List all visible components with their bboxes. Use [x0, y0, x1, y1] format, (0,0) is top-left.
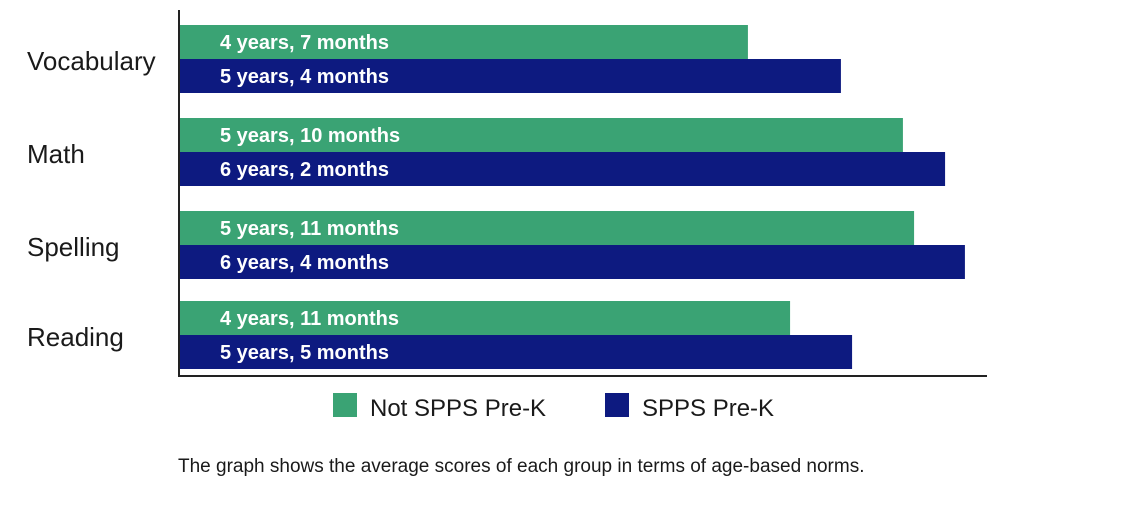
category-label-vocabulary: Vocabulary — [27, 46, 156, 76]
legend-label-spps-pre-k: SPPS Pre-K — [642, 395, 774, 422]
bar-spelling-not-spps-pre-k — [180, 211, 915, 245]
chart-caption: The graph shows the average scores of ea… — [178, 456, 865, 477]
data-label-vocabulary-spps-pre-k: 5 years, 4 months — [220, 66, 389, 88]
bar-spelling-spps-pre-k — [180, 245, 965, 279]
legend-label-not-spps-pre-k: Not SPPS Pre-K — [370, 395, 546, 422]
category-label-math: Math — [27, 139, 85, 169]
bar-vocabulary-spps-pre-k — [180, 59, 841, 93]
category-label-reading: Reading — [27, 322, 124, 352]
legend-swatch-not-spps-pre-k — [333, 393, 357, 417]
bar-math-spps-pre-k — [180, 152, 946, 186]
category-label-spelling: Spelling — [27, 232, 120, 262]
data-label-math-not-spps-pre-k: 5 years, 10 months — [220, 125, 400, 147]
category-labels: Vocabulary Math Spelling Reading — [27, 46, 156, 352]
bars-layer: 4 years, 7 months 5 years, 4 months 5 year… — [180, 25, 965, 369]
bar-vocabulary-not-spps-pre-k — [180, 25, 748, 59]
data-label-math-spps-pre-k: 6 years, 2 months — [220, 159, 389, 181]
data-label-spelling-spps-pre-k: 6 years, 4 months — [220, 252, 389, 274]
data-label-reading-spps-pre-k: 5 years, 5 months — [220, 342, 389, 364]
bar-reading-not-spps-pre-k — [180, 301, 791, 335]
bar-math-not-spps-pre-k — [180, 118, 903, 152]
legend-swatch-spps-pre-k — [605, 393, 629, 417]
bar-reading-spps-pre-k — [180, 335, 853, 369]
legend: Not SPPS Pre-K SPPS Pre-K — [333, 393, 774, 422]
data-label-reading-not-spps-pre-k: 4 years, 11 months — [220, 308, 399, 330]
data-label-spelling-not-spps-pre-k: 5 years, 11 months — [220, 218, 399, 240]
data-label-vocabulary-not-spps-pre-k: 4 years, 7 months — [220, 32, 389, 54]
